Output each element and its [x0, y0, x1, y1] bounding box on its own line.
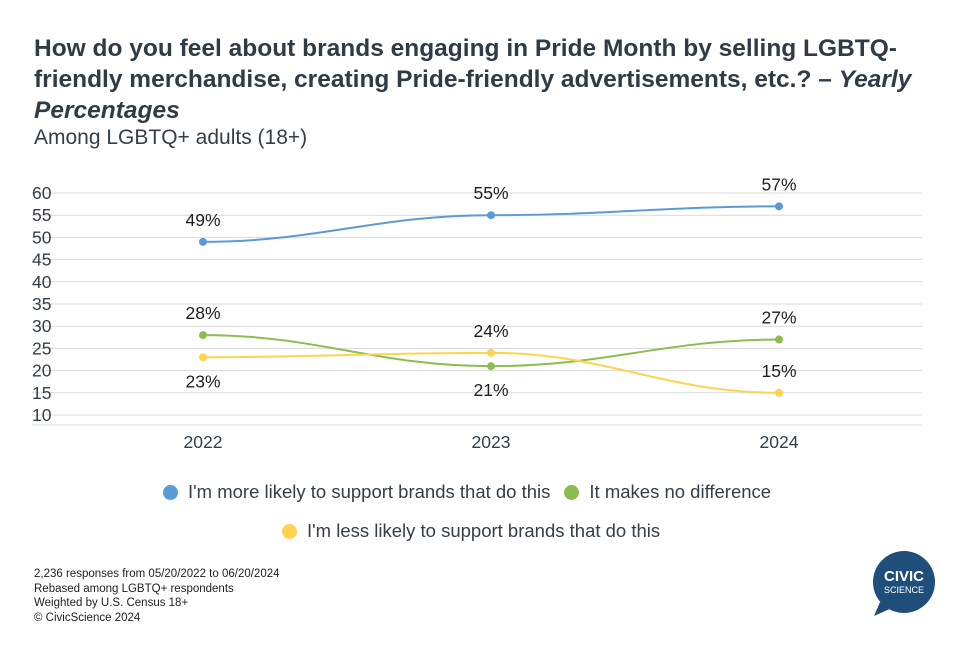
data-label: 49%	[185, 210, 220, 230]
footnote-responses: 2,236 responses from 05/20/2022 to 06/20…	[34, 568, 280, 580]
data-point	[775, 335, 783, 344]
chart-title-main: How do you feel about brands engaging in…	[34, 35, 897, 93]
data-point	[775, 388, 783, 397]
y-tick-label: 15	[32, 383, 51, 403]
x-tick-label: 2023	[472, 432, 511, 452]
x-tick-label: 2024	[760, 432, 799, 452]
legend-label-more-likely: I'm more likely to support brands that d…	[188, 481, 551, 502]
y-tick-label: 20	[32, 361, 52, 381]
logo-text-science: SCIENCE	[884, 585, 924, 595]
x-tick-label: 2022	[184, 432, 223, 452]
data-label: 15%	[761, 361, 796, 381]
footnote-rebased: Rebased among LGBTQ+ respondents	[34, 582, 234, 595]
legend-swatch-more-likely	[163, 484, 178, 500]
legend-swatch-no-difference	[564, 484, 580, 500]
y-tick-label: 10	[32, 405, 52, 425]
data-point	[199, 331, 207, 340]
y-tick-label: 45	[32, 250, 51, 270]
data-point	[775, 202, 783, 211]
data-label: 57%	[761, 174, 796, 194]
y-tick-label: 25	[32, 338, 51, 358]
legend-item-less-likely: I'm less likely to support brands that d…	[282, 520, 660, 542]
data-label: 27%	[761, 308, 796, 328]
footnotes: 2,236 responses from 05/20/2022 to 06/20…	[34, 567, 280, 625]
legend-row-2: I'm less likely to support brands that d…	[282, 520, 674, 542]
data-point	[487, 362, 495, 371]
logo-badge-icon	[873, 551, 935, 613]
legend-row-1: I'm more likely to support brands that d…	[163, 481, 785, 503]
footnote-copyright: © CivicScience 2024	[34, 611, 141, 624]
legend-swatch-less-likely	[282, 523, 297, 539]
legend-label-less-likely: I'm less likely to support brands that d…	[307, 520, 661, 541]
data-point	[487, 211, 495, 220]
y-tick-label: 40	[32, 272, 52, 292]
data-label: 55%	[473, 183, 508, 203]
legend-item-no-difference: It makes no difference	[564, 481, 771, 503]
legend-item-more-likely: I'm more likely to support brands that d…	[163, 481, 550, 503]
data-label: 28%	[185, 303, 220, 323]
data-label: 23%	[185, 371, 220, 391]
chart-title-italic: Yearly Percentages	[34, 66, 912, 124]
data-point	[199, 353, 207, 362]
y-tick-label: 60	[32, 183, 52, 203]
y-tick-label: 30	[32, 316, 52, 336]
data-point	[199, 237, 207, 246]
data-label: 21%	[473, 380, 508, 400]
y-tick-label: 35	[32, 294, 51, 314]
data-point	[487, 348, 495, 357]
y-tick-label: 50	[32, 227, 52, 247]
chart-title: How do you feel about brands engaging in…	[34, 33, 954, 126]
legend-label-no-difference: It makes no difference	[589, 481, 772, 502]
logo-speech-tail-icon	[874, 602, 892, 616]
footnote-weighted: Weighted by U.S. Census 18+	[34, 597, 189, 609]
data-label: 24%	[473, 321, 508, 341]
civicscience-logo: CIVIC SCIENCE	[873, 551, 935, 616]
y-tick-label: 55	[32, 205, 51, 225]
chart-subtitle: Among LGBTQ+ adults (18+)	[34, 126, 308, 149]
logo-text-civic: CIVIC	[884, 568, 924, 585]
